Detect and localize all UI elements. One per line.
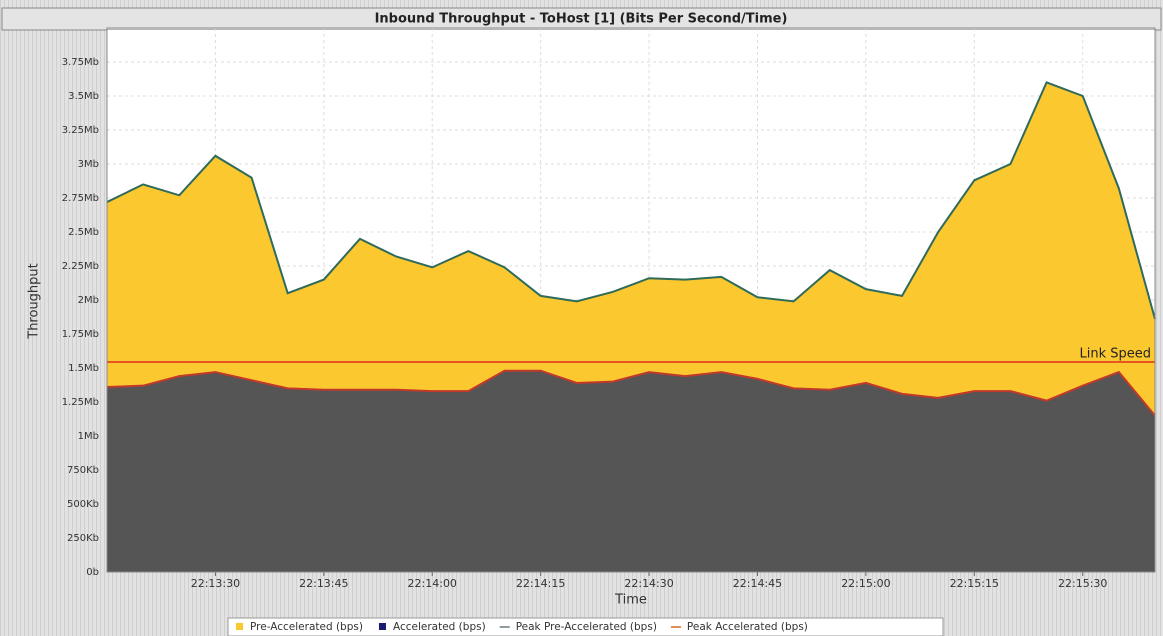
y-tick-label: 3Mb [78, 159, 99, 170]
x-axis-label: Time [614, 593, 647, 608]
x-tick-label: 22:15:30 [1058, 577, 1107, 590]
y-tick-label: 250Kb [67, 533, 99, 544]
y-tick-label: 1.75Mb [62, 329, 99, 340]
y-tick-label: 750Kb [67, 465, 99, 476]
legend-swatch [236, 623, 243, 630]
legend-label: Pre-Accelerated (bps) [250, 621, 363, 633]
area-outline [106, 369, 1156, 417]
x-tick-label: 22:14:45 [733, 577, 782, 590]
x-tick-label: 22:15:00 [841, 577, 890, 590]
x-tick-label: 22:14:00 [408, 577, 457, 590]
x-tick-label: 22:13:30 [191, 577, 240, 590]
legend-label: Peak Accelerated (bps) [687, 621, 808, 633]
y-tick-label: 1.5Mb [68, 363, 99, 374]
area [107, 370, 1155, 572]
legend-label: Accelerated (bps) [393, 621, 486, 633]
x-tick-label: 22:14:30 [624, 577, 673, 590]
y-tick-label: 2Mb [78, 295, 99, 306]
reference-label: Link Speed [1079, 347, 1151, 362]
y-tick-label: 0b [86, 567, 99, 578]
y-tick-label: 3.25Mb [62, 125, 99, 136]
y-tick-label: 2.25Mb [62, 261, 99, 272]
y-tick-label: 2.5Mb [68, 227, 99, 238]
legend-swatch [378, 623, 386, 630]
chart-title: Inbound Throughput - ToHost [1] (Bits Pe… [375, 12, 788, 27]
y-axis-label: Throughput [27, 263, 42, 340]
y-tick-label: 1Mb [78, 431, 99, 442]
y-tick-label: 500Kb [67, 499, 99, 510]
x-tick-label: 22:15:15 [950, 577, 999, 590]
area-outline [106, 81, 1156, 320]
x-tick-label: 22:13:45 [299, 577, 348, 590]
y-tick-label: 2.75Mb [62, 193, 99, 204]
plot-border [106, 27, 1156, 573]
legend [227, 617, 944, 636]
x-tick-label: 22:14:15 [516, 577, 565, 590]
y-tick-label: 3.75Mb [62, 57, 99, 68]
legend-label: Peak Pre-Accelerated (bps) [516, 621, 657, 633]
y-tick-label: 3.5Mb [68, 91, 99, 102]
y-tick-label: 1.25Mb [62, 397, 99, 408]
